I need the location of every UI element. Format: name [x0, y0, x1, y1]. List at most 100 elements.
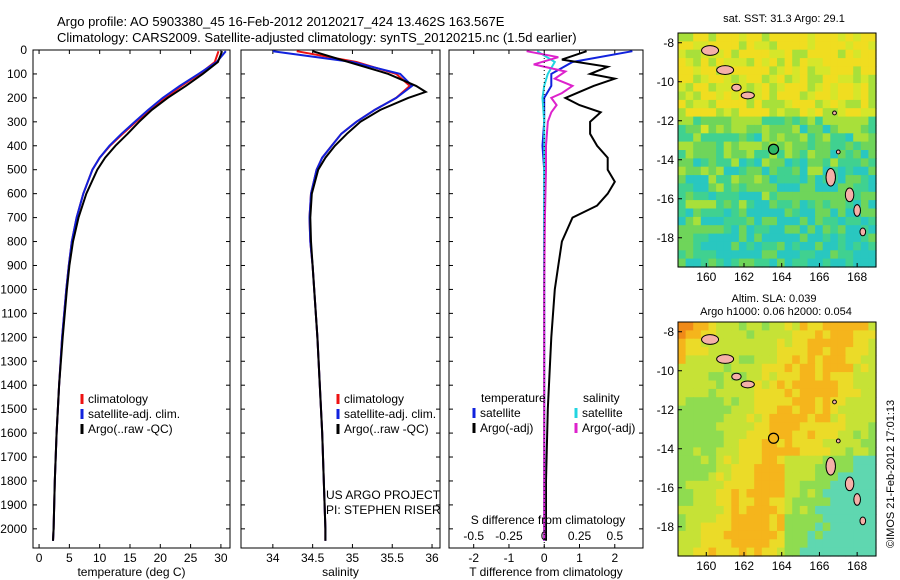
map-cell — [807, 505, 816, 515]
map-cell — [678, 175, 687, 185]
map-cell — [822, 447, 831, 457]
map-cell — [723, 430, 732, 440]
map-cell — [708, 413, 717, 423]
map-cell — [678, 233, 687, 243]
map-cell — [868, 158, 877, 168]
map-cell — [853, 141, 862, 151]
map-cell — [837, 480, 847, 490]
map-cell — [700, 225, 709, 235]
map-cell — [700, 216, 709, 226]
map-cell — [822, 547, 831, 557]
map-cell — [822, 405, 831, 415]
s-tick-label: -0.5 — [463, 529, 484, 543]
map-cell — [837, 372, 847, 382]
map-cell — [716, 505, 725, 515]
map-cell — [837, 33, 847, 42]
map-cell — [837, 405, 847, 415]
map-cell — [685, 472, 694, 482]
map-cell — [700, 83, 709, 93]
map-cell — [761, 175, 770, 185]
map-cell — [716, 250, 725, 260]
map-cell — [769, 539, 778, 549]
map-cell — [792, 372, 801, 382]
map-cell — [693, 447, 702, 457]
map-cell — [837, 191, 847, 201]
island-shape — [853, 493, 861, 506]
map-cell — [738, 108, 748, 118]
map-cell — [815, 322, 824, 331]
map-cell — [784, 447, 793, 457]
map-cell — [845, 33, 854, 42]
map-cell — [746, 489, 755, 499]
map-cell — [693, 505, 702, 515]
map-cell — [769, 166, 778, 176]
map-cell — [868, 175, 877, 185]
map-cell — [693, 355, 702, 365]
map-cell — [799, 183, 808, 193]
map-cell — [685, 183, 694, 193]
map-cell — [777, 233, 786, 243]
map-cell — [792, 405, 801, 415]
map-cell — [731, 514, 740, 524]
map-cell — [845, 505, 854, 515]
map-cell — [837, 241, 847, 251]
map-cell — [723, 505, 732, 515]
map-cell — [769, 233, 778, 243]
map-cell — [685, 41, 694, 51]
island-shape — [844, 187, 855, 203]
map-cell — [738, 464, 748, 474]
y-tick-label: 1500 — [0, 402, 27, 416]
map-cell — [769, 447, 778, 457]
map-cell — [777, 347, 786, 357]
y-tick-label: -12 — [657, 114, 675, 128]
x-tick-label: 36 — [425, 551, 439, 565]
map-cell — [761, 347, 770, 357]
map-cell — [822, 150, 831, 159]
map-cell — [807, 241, 816, 251]
map-cell — [761, 124, 770, 134]
map-cell — [837, 41, 847, 51]
map-cell — [723, 166, 732, 176]
map-cell — [693, 225, 702, 235]
map-cell — [731, 347, 740, 357]
map-cell — [685, 505, 694, 515]
map-cell — [799, 330, 808, 340]
map-cell — [731, 225, 740, 235]
map-cell — [723, 388, 732, 398]
credit-text: ©IMOS 21-Feb-2012 17:01:13 — [885, 400, 897, 548]
map-cell — [700, 200, 709, 210]
map-cell — [815, 413, 824, 423]
map-cell — [685, 530, 694, 540]
map-cell — [738, 439, 748, 448]
x-tick-label: 2 — [611, 551, 618, 565]
map-cell — [769, 74, 778, 84]
map-cell — [807, 258, 816, 268]
map-cell — [738, 505, 748, 515]
map-cell — [860, 41, 869, 51]
map-cell — [769, 514, 778, 524]
map-cell — [860, 250, 869, 260]
map-cell — [777, 208, 786, 218]
map-cell — [837, 489, 847, 499]
map-cell — [723, 83, 732, 93]
map-cell — [678, 150, 687, 159]
difference-panel: -2 -1 0 1 2T difference from climatology-0.5… — [448, 49, 644, 579]
map-cell — [784, 74, 793, 84]
map-cell — [746, 116, 755, 126]
map-cell — [815, 447, 824, 457]
map-cell — [860, 241, 869, 251]
map-cell — [815, 355, 824, 365]
map-cell — [777, 83, 786, 93]
map-cell — [738, 547, 748, 557]
map-cell — [799, 439, 808, 448]
map-cell — [716, 116, 725, 126]
map-cell — [769, 58, 778, 68]
map-cell — [815, 480, 824, 490]
map-cell — [716, 83, 725, 93]
map-cell — [777, 489, 786, 499]
map-cell — [777, 539, 786, 549]
map-cell — [853, 250, 862, 260]
map-cell — [685, 91, 694, 101]
map-cell — [723, 322, 732, 331]
map-cell — [700, 66, 709, 76]
